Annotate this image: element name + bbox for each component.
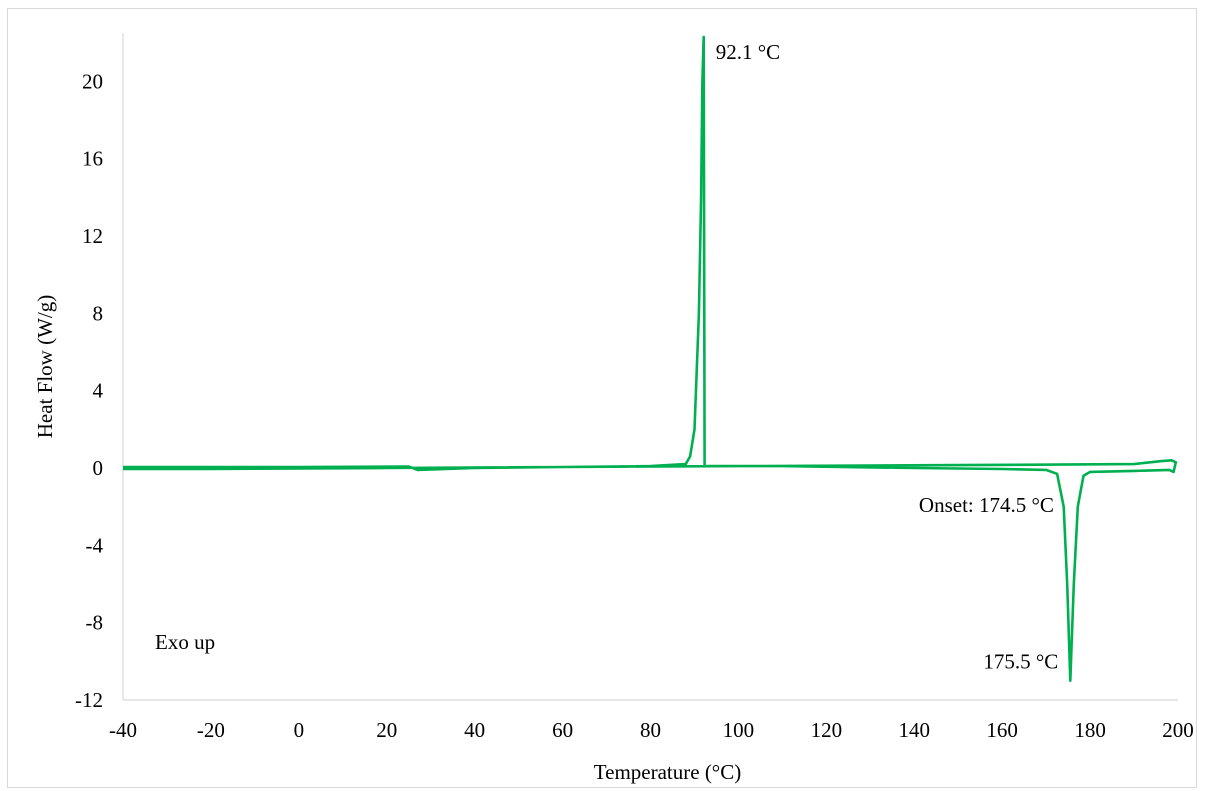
y-tick-label: -4	[86, 533, 104, 557]
x-tick-label: 160	[986, 718, 1018, 742]
x-tick-label: -40	[109, 718, 137, 742]
y-tick-label: 8	[93, 301, 104, 325]
x-tick-label: 120	[811, 718, 843, 742]
x-tick-label: 180	[1074, 718, 1106, 742]
x-tick-label: 60	[552, 718, 573, 742]
x-tick-label: 20	[376, 718, 397, 742]
y-tick-label: 4	[93, 379, 104, 403]
y-tick-label: 16	[82, 147, 103, 171]
y-axis-title: Heat Flow (W/g)	[33, 295, 57, 438]
annotation-label: 175.5 °C	[983, 650, 1058, 674]
x-tick-label: 0	[294, 718, 305, 742]
y-tick-label: 12	[82, 224, 103, 248]
y-tick-label: 20	[82, 69, 103, 93]
x-tick-label: 200	[1162, 718, 1194, 742]
y-tick-label: 0	[93, 456, 104, 480]
annotation-label: Onset: 174.5 °C	[919, 493, 1054, 517]
x-tick-label: 140	[899, 718, 931, 742]
chart-frame	[7, 8, 1197, 788]
dsc-curve	[123, 35, 1178, 682]
y-tick-label: -12	[75, 688, 103, 712]
x-tick-label: 80	[640, 718, 661, 742]
annotation-label: 92.1 °C	[716, 40, 780, 64]
annotation-label: Exo up	[155, 630, 215, 654]
y-tick-label: -8	[86, 611, 104, 635]
x-tick-label: -20	[197, 718, 225, 742]
x-tick-label: 100	[723, 718, 755, 742]
x-axis-title: Temperature (°C)	[594, 760, 741, 784]
x-tick-label: 40	[464, 718, 485, 742]
